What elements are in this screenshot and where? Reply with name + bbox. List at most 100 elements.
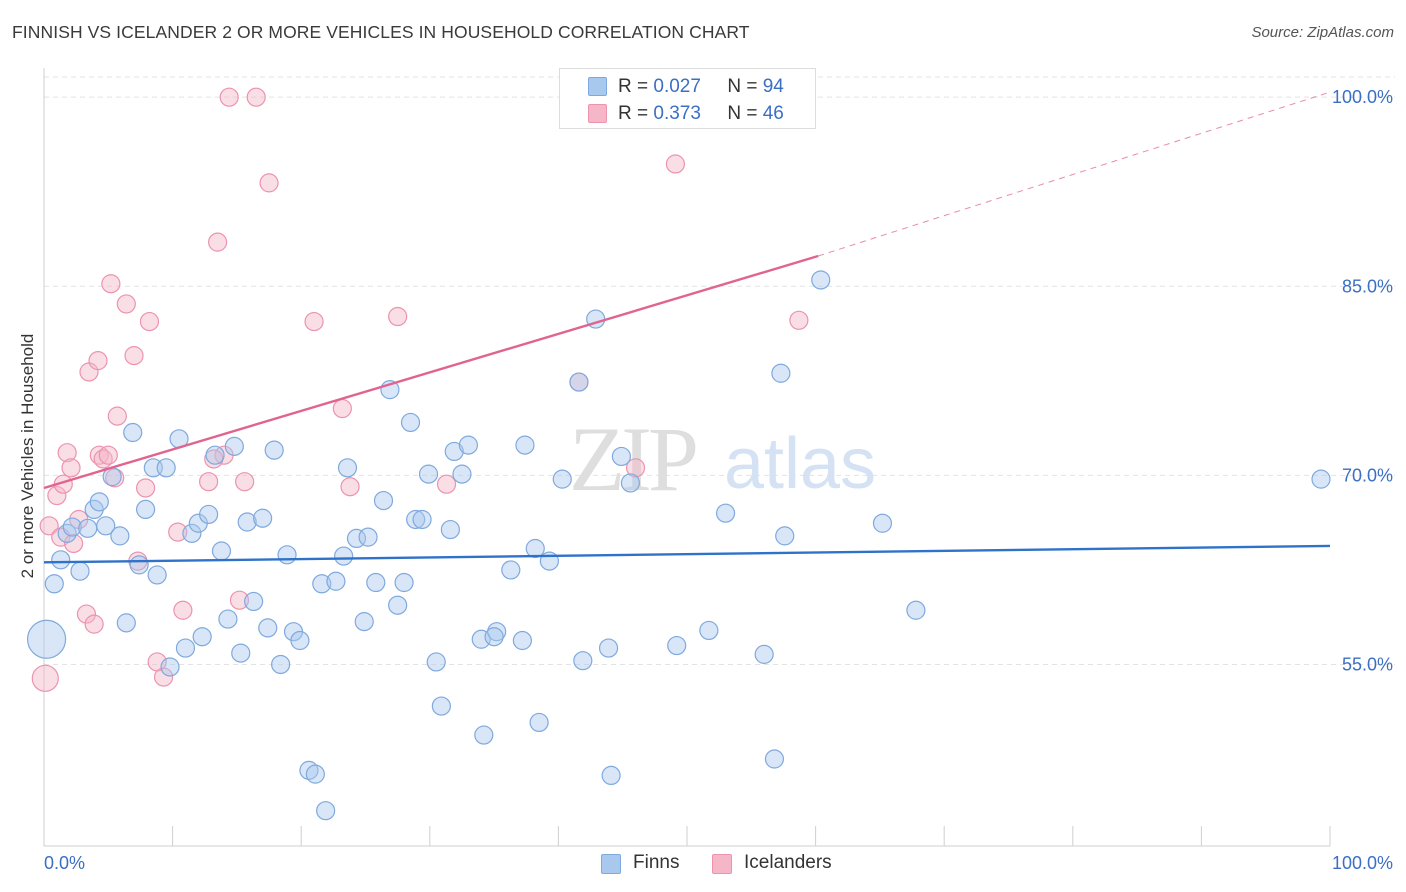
icelanders-point-44 xyxy=(789,310,809,330)
y-tick-label-3: 100.0% xyxy=(1332,87,1393,107)
icelanders-point-43 xyxy=(665,154,686,174)
finns-r-value: 0.027 xyxy=(653,76,701,97)
finns-point-21 xyxy=(175,638,196,658)
finns-point-68 xyxy=(484,627,504,647)
finns-point-8 xyxy=(89,492,109,512)
finns-point-60 xyxy=(431,696,451,716)
finns-point-2 xyxy=(51,550,71,570)
finns-point-50 xyxy=(366,572,386,593)
icelanders-point-18 xyxy=(107,406,127,426)
icelanders-point-31 xyxy=(219,87,239,107)
finns-n-label: N = xyxy=(727,76,758,97)
finns-point-62 xyxy=(444,441,464,462)
icelanders-point-27 xyxy=(173,600,193,620)
icelanders-point-22 xyxy=(135,478,156,498)
finns-point-53 xyxy=(388,595,408,615)
finns-point-83 xyxy=(667,635,687,656)
icelanders-n-label: N = xyxy=(727,103,758,124)
icelanders-point-39 xyxy=(388,306,408,327)
icelanders-point-42 xyxy=(625,458,646,478)
icelanders-point-25 xyxy=(153,667,174,687)
icelanders-point-36 xyxy=(304,311,324,332)
finns-point-25 xyxy=(199,504,219,525)
finns-point-86 xyxy=(754,644,774,664)
finns-point-59 xyxy=(426,652,446,672)
icelanders-point-28 xyxy=(199,472,219,492)
chart-source: Source: ZipAtlas.com xyxy=(1251,24,1394,41)
finns-point-43 xyxy=(316,801,336,821)
finns-point-28 xyxy=(218,609,238,629)
finns-n-value: 94 xyxy=(762,76,784,97)
icelanders-point-11 xyxy=(84,614,104,634)
finns-point-30 xyxy=(231,643,251,663)
finns-point-63 xyxy=(452,464,472,484)
finns-point-33 xyxy=(253,508,273,528)
finns-point-3 xyxy=(57,523,77,543)
icelanders-point-23 xyxy=(139,311,160,332)
icelanders-legend-swatch xyxy=(712,854,732,874)
finns-point-48 xyxy=(354,612,374,632)
finns-point-49 xyxy=(358,527,378,547)
icelanders-swatch xyxy=(588,104,607,123)
finns-point-35 xyxy=(264,440,284,460)
icelanders-point-1 xyxy=(39,516,59,536)
finns-point-5 xyxy=(70,561,90,581)
icelanders-point-9 xyxy=(76,604,97,624)
finns-point-41 xyxy=(305,764,325,784)
icelanders-point-16 xyxy=(101,274,121,294)
finns-point-82 xyxy=(501,560,521,580)
finns-point-42 xyxy=(312,574,332,594)
x-tick-label-0: 0.0% xyxy=(44,853,85,873)
finns-point-79 xyxy=(601,765,621,786)
icelanders-point-26 xyxy=(168,522,188,542)
finns-point-78 xyxy=(598,638,619,658)
series-legend: Finns Icelanders xyxy=(0,852,1406,876)
icelanders-trend-extension xyxy=(818,91,1331,257)
finns-point-27 xyxy=(211,541,232,561)
icelanders-point-40 xyxy=(436,474,457,494)
finns-point-58 xyxy=(418,464,439,484)
finns-point-19 xyxy=(160,657,180,677)
finns-point-80 xyxy=(611,446,632,467)
x-tick-label-1: 100.0% xyxy=(1332,853,1393,873)
finns-point-92 xyxy=(906,600,926,620)
finns-points xyxy=(26,270,1331,821)
finns-point-11 xyxy=(110,526,130,546)
icelanders-point-12 xyxy=(88,351,108,371)
trend-lines xyxy=(43,91,1331,564)
y-tick-label-2: 85.0% xyxy=(1342,276,1393,296)
finns-point-34 xyxy=(258,618,278,638)
finns-point-44 xyxy=(326,571,346,591)
grid-lines xyxy=(44,76,1395,665)
icelanders-point-2 xyxy=(47,485,67,506)
tick-labels: 55.0% 70.0% 85.0% 100.0% 0.0% 100.0% xyxy=(44,87,1393,873)
finns-point-76 xyxy=(573,651,593,671)
finns-point-4 xyxy=(62,517,82,537)
finns-point-29 xyxy=(224,436,244,456)
finns-point-14 xyxy=(129,555,149,575)
axes xyxy=(43,68,1331,847)
icelanders-points xyxy=(31,87,809,692)
finns-point-93 xyxy=(1311,469,1331,489)
finns-legend-swatch xyxy=(601,854,621,874)
icelanders-point-14 xyxy=(93,449,113,469)
icelanders-point-32 xyxy=(229,590,250,610)
icelanders-point-33 xyxy=(235,472,255,492)
finns-point-15 xyxy=(135,499,156,520)
icelanders-legend-label: Icelanders xyxy=(744,852,832,873)
finns-point-13 xyxy=(123,422,143,443)
finns-point-39 xyxy=(290,630,310,651)
finns-point-69 xyxy=(515,435,535,455)
finns-trend-line xyxy=(43,544,1331,564)
finns-point-54 xyxy=(394,572,414,593)
y-axis-label: 2 or more Vehicles in Household xyxy=(18,333,37,579)
finns-point-81 xyxy=(620,473,641,493)
finns-point-46 xyxy=(337,458,358,478)
y-tick-label-0: 55.0% xyxy=(1342,654,1393,674)
finns-point-55 xyxy=(400,412,421,433)
finns-point-57 xyxy=(412,509,432,530)
finns-point-64 xyxy=(458,435,478,455)
finns-point-9 xyxy=(96,516,116,536)
finns-point-51 xyxy=(373,490,394,511)
